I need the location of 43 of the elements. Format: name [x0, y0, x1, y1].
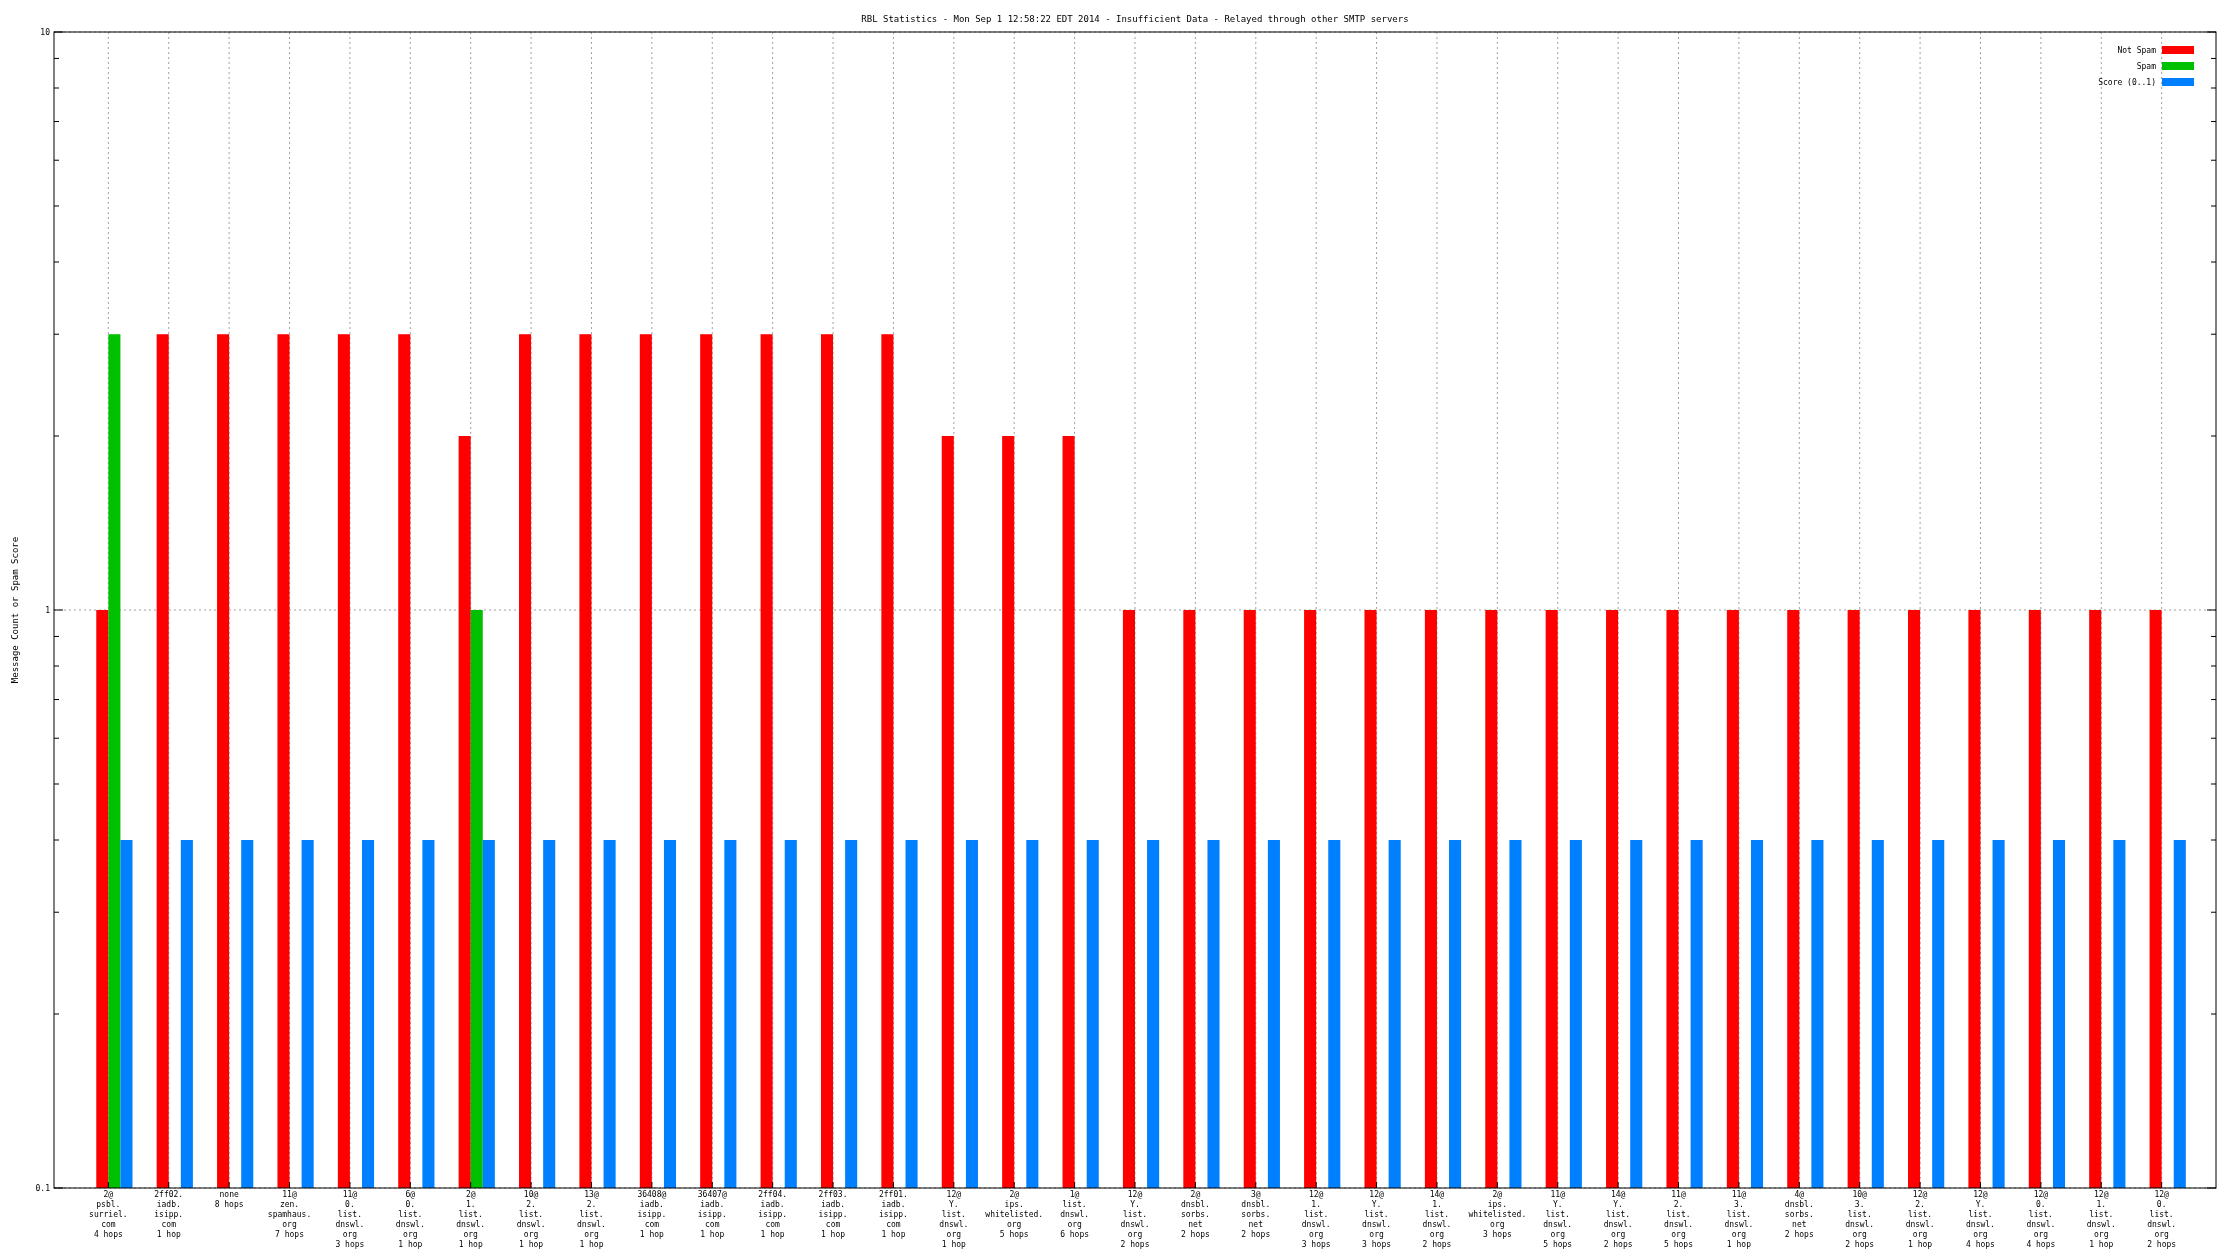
x-tick-label: 2ff04. iadb. isipp. com 1 hop [758, 1190, 788, 1239]
x-tick-label: 12@ Y. list. dnswl. org 3 hops [1362, 1190, 1392, 1249]
legend-label: Spam [2136, 61, 2157, 71]
x-tick-label: 13@ 2. list. dnswl. org 1 hop [577, 1190, 606, 1249]
x-tick-label: 12@ 2. list. dnswl. org 1 hop [1905, 1190, 1935, 1249]
chart-title: RBL Statistics - Mon Sep 1 12:58:22 EDT 2014 - Insufficient Data - Relayed through other SMTP servers [861, 14, 1409, 24]
x-tick-label: 12@ 1. list. dnswl. org 1 hop [2086, 1190, 2116, 1249]
x-tick-label: 36407@ iadb. isipp. com 1 hop [697, 1190, 727, 1239]
x-tick-label: 11@ 2. list. dnswl. org 5 hops [1664, 1190, 1694, 1249]
x-tick-label: 12@ Y. list. dnswl. org 1 hop [939, 1190, 969, 1249]
x-tick-label: 6@ 0. list. dnswl. org 1 hop [395, 1190, 425, 1249]
x-tick-label: 36408@ iadb. isipp. com 1 hop [637, 1190, 667, 1239]
x-tick-label: 12@ 1. list. dnswl. org 3 hops [1301, 1190, 1331, 1249]
x-tick-label: 11@ 3. list. dnswl. org 1 hop [1724, 1190, 1754, 1249]
x-tick-label: 2ff01. iadb. isipp. com 1 hop [878, 1190, 908, 1239]
x-tick-label: 3@ dnsbl. sorbs. net 2 hops [1241, 1190, 1271, 1239]
x-tick-label: 11@ Y. list. dnswl. org 5 hops [1543, 1190, 1573, 1249]
x-tick-label: 11@ zen. spamhaus. org 7 hops [267, 1190, 312, 1239]
legend-label: Not Spam [2117, 45, 2157, 55]
x-tick-label: 2@ dnsbl. sorbs. net 2 hops [1180, 1190, 1211, 1239]
x-tick-label: 2ff02. iadb. isipp. com 1 hop [154, 1190, 184, 1239]
x-tick-label: none 8 hops [214, 1190, 244, 1209]
x-tick-label: 2ff03. iadb. isipp. com 1 hop [818, 1190, 848, 1239]
x-tick-label: 2@ psbl. surriel. com 4 hops [89, 1190, 128, 1239]
y-tick-label: 10 [40, 27, 51, 37]
x-tick-label: 2@ ips. whitelisted. org 3 hops [1468, 1190, 1527, 1239]
x-tick-label: 10@ 3. list. dnswl. org 2 hops [1845, 1190, 1875, 1249]
y-axis-title: Message Count or Spam Score [10, 536, 20, 684]
x-tick-label: 14@ Y. list. dnswl. org 2 hops [1603, 1190, 1633, 1249]
x-tick-label: 12@ 0. list. dnswl. org 2 hops [2147, 1190, 2177, 1249]
y-tick-label: 1 [45, 605, 51, 615]
x-tick-label: 1@ list. dnswl. org 6 hops [1060, 1190, 1090, 1239]
x-tick-label: 12@ Y. list. dnswl. org 4 hops [1966, 1190, 1996, 1249]
x-tick-label: 4@ dnsbl. sorbs. net 2 hops [1784, 1190, 1814, 1239]
x-tick-label: 10@ 2. list. dnswl. org 1 hop [516, 1190, 546, 1249]
x-tick-label: 2@ 1. list. dnswl. org 1 hop [456, 1190, 486, 1249]
x-tick-label: 2@ ips. whitelisted. org 5 hops [985, 1190, 1044, 1239]
x-tick-label: 11@ 0. list. dnswl. org 3 hops [335, 1190, 365, 1249]
x-tick-label: 14@ 1. list. dnswl. org 2 hops [1422, 1190, 1452, 1249]
x-tick-label: 12@ 0. list. dnswl. org 4 hops [2026, 1190, 2056, 1249]
x-tick-label: 12@ Y. list. dnswl. org 2 hops [1120, 1190, 1150, 1249]
y-tick-label: 0.1 [35, 1183, 51, 1193]
legend-label: Score (0..1) [2098, 77, 2156, 87]
